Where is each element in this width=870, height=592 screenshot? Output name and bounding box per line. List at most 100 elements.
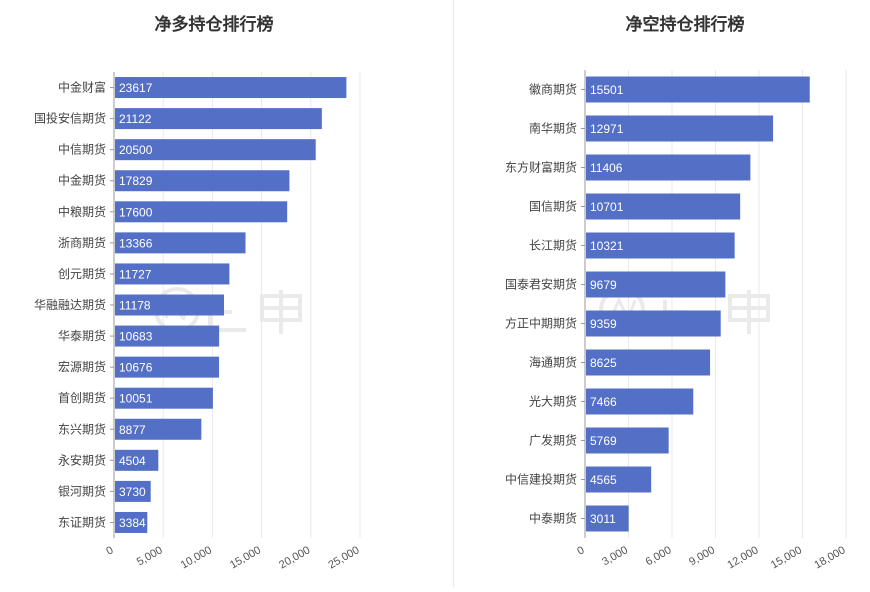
bar-value-label: 3384 — [119, 516, 146, 530]
right-chart-panel: 净空持仓排行榜 0 3,000 6,000 9,000 12,000 15,000 18,00… — [505, 14, 848, 571]
bar-value-label: 21122 — [119, 112, 152, 126]
bar[interactable] — [586, 310, 721, 337]
category-label: 南华期货 — [529, 121, 577, 136]
bar-value-label: 5769 — [590, 434, 617, 448]
bar-value-label: 11727 — [119, 267, 152, 281]
category-label: 东方财富期货 — [505, 160, 577, 175]
bar-value-label: 3730 — [119, 485, 146, 499]
category-label: 中金期货 — [58, 173, 106, 188]
bar[interactable] — [586, 193, 741, 220]
category-label: 国信期货 — [529, 199, 577, 214]
bar-value-label: 4504 — [119, 454, 146, 468]
bar[interactable] — [115, 480, 151, 502]
x-tick-label: 10,000 — [179, 544, 214, 571]
category-label: 东证期货 — [58, 514, 106, 529]
category-label: 中信建投期货 — [505, 472, 577, 487]
bar[interactable] — [586, 232, 735, 259]
bar[interactable] — [586, 466, 652, 493]
x-tick-label: 3,000 — [600, 544, 630, 568]
x-tick-label: 6,000 — [644, 544, 674, 568]
bar-value-label: 9679 — [590, 278, 617, 292]
category-label: 中金财富 — [58, 80, 106, 95]
bar-value-label: 10321 — [590, 239, 624, 253]
category-label: 国投安信期货 — [34, 111, 106, 126]
category-label: 华融融达期货 — [34, 297, 106, 312]
bar[interactable] — [115, 232, 246, 254]
bar[interactable] — [115, 511, 148, 533]
bar-value-label: 10701 — [590, 200, 624, 214]
category-label: 光大期货 — [529, 394, 577, 409]
category-label: 银河期货 — [58, 483, 106, 498]
bar[interactable] — [115, 356, 220, 378]
bar[interactable] — [115, 387, 213, 409]
bar-value-label: 11178 — [119, 299, 151, 313]
x-tick-label: 15,000 — [228, 544, 263, 571]
bar[interactable] — [115, 418, 202, 440]
x-tick-label: 25,000 — [326, 544, 361, 571]
bar-value-label: 4565 — [590, 473, 617, 487]
category-label: 创元期货 — [58, 266, 106, 281]
bar-value-label: 10683 — [119, 330, 153, 344]
category-label: 华泰期货 — [58, 328, 106, 343]
bar[interactable] — [115, 294, 224, 316]
bar-value-label: 10676 — [119, 361, 153, 375]
x-tick-label: 12,000 — [725, 544, 760, 571]
category-label: 中泰期货 — [529, 511, 577, 526]
bar[interactable] — [115, 263, 230, 285]
bar[interactable] — [586, 505, 629, 532]
bar[interactable] — [115, 449, 159, 471]
bar-value-label: 13366 — [119, 236, 153, 250]
bar[interactable] — [586, 271, 726, 298]
left-chart-panel: 净多持仓排行榜 0 5,000 10,000 15,000 20,000 25,000 中金财… — [34, 14, 362, 571]
category-label: 浙商期货 — [58, 235, 106, 250]
bar-value-label: 9359 — [590, 317, 617, 331]
category-label: 方正中期期货 — [505, 316, 577, 331]
category-label: 中信期货 — [58, 142, 106, 157]
bar-value-label: 11406 — [590, 161, 623, 175]
bar-value-label: 8877 — [119, 423, 146, 437]
bar[interactable] — [586, 427, 669, 454]
category-label: 永安期货 — [58, 452, 106, 467]
x-tick-label: 0 — [104, 544, 115, 557]
bar[interactable] — [586, 388, 694, 415]
bar[interactable] — [586, 349, 711, 376]
category-label: 国泰君安期货 — [505, 277, 577, 292]
bar-value-label: 20500 — [119, 143, 153, 157]
x-tick-label: 9,000 — [687, 544, 717, 568]
bar[interactable] — [115, 201, 288, 223]
bar[interactable] — [586, 76, 810, 103]
x-tick-label: 0 — [575, 544, 586, 557]
x-tick-label: 20,000 — [277, 544, 312, 571]
bar[interactable] — [115, 108, 322, 130]
bar[interactable] — [115, 77, 347, 99]
bar[interactable] — [586, 115, 774, 142]
x-tick-label: 5,000 — [135, 544, 165, 568]
bar-value-label: 7466 — [590, 395, 617, 409]
bar-value-label: 17829 — [119, 174, 153, 188]
bar-value-label: 23617 — [119, 81, 153, 95]
x-tick-label: 15,000 — [769, 544, 804, 571]
bar-value-label: 3011 — [590, 512, 616, 526]
chart-title: 净空持仓排行榜 — [626, 14, 745, 34]
category-label: 广发期货 — [529, 433, 577, 448]
category-label: 东兴期货 — [58, 421, 106, 436]
bar[interactable] — [586, 154, 751, 181]
category-label: 海通期货 — [529, 355, 577, 370]
bar-value-label: 12971 — [590, 122, 624, 136]
bar[interactable] — [115, 325, 220, 347]
category-label: 徽商期货 — [529, 82, 577, 97]
category-label: 长江期货 — [529, 238, 577, 253]
chart-title: 净多持仓排行榜 — [155, 14, 274, 34]
bar-value-label: 17600 — [119, 205, 153, 219]
bar-value-label: 15501 — [590, 83, 624, 97]
category-label: 宏源期货 — [58, 359, 106, 374]
category-label: 中粮期货 — [58, 204, 106, 219]
x-tick-label: 18,000 — [812, 544, 847, 571]
bar[interactable] — [115, 170, 290, 192]
bar[interactable] — [115, 139, 316, 161]
bar-value-label: 10051 — [119, 392, 153, 406]
category-label: 首创期货 — [58, 390, 106, 405]
bar-value-label: 8625 — [590, 356, 617, 370]
